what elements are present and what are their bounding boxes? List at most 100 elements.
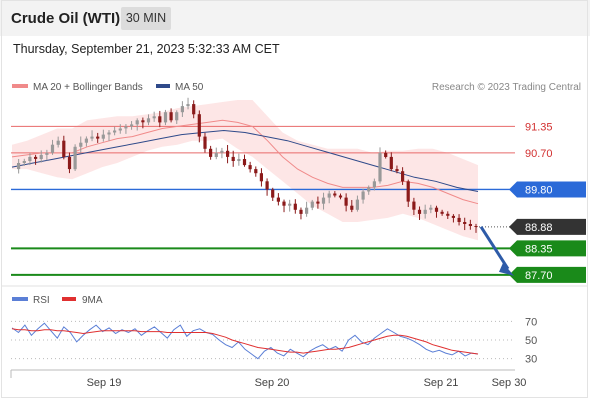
candle-body (84, 138, 88, 143)
candle-body (434, 207, 439, 212)
candle-body (463, 222, 467, 224)
last-price-tag (509, 218, 586, 235)
candle-body (259, 173, 263, 182)
candle-body (79, 142, 83, 147)
candle-body (17, 163, 21, 170)
candle-body (321, 197, 326, 204)
candle-body (355, 199, 359, 210)
candle-body (96, 136, 100, 139)
candle-body (305, 207, 309, 214)
last-price-label: 88.88 (525, 222, 553, 234)
resistance-label: 91.35 (525, 121, 553, 133)
candle-body (28, 156, 32, 161)
candle-body (113, 130, 117, 133)
candle-body (39, 154, 43, 159)
candle-body (288, 203, 292, 206)
support-tag (509, 240, 586, 257)
candle-body (186, 104, 190, 107)
candle-body (214, 152, 218, 157)
candle-body (90, 136, 94, 139)
candle-body (401, 171, 405, 182)
candle-body (451, 215, 455, 218)
candle-body (367, 187, 371, 192)
x-tick-label: Sep 20 (255, 377, 290, 389)
rsi-line (11, 322, 479, 360)
candle-body (344, 197, 348, 206)
candle-body (107, 132, 111, 135)
rsi-level-label: 70 (525, 316, 537, 328)
candle-body (242, 159, 247, 166)
candle-body (265, 181, 269, 190)
candle-body (163, 112, 168, 123)
candle-body (474, 226, 478, 227)
rsi-level-label: 30 (525, 354, 537, 366)
rsi-legend-swatch (12, 297, 28, 301)
candle-body (209, 148, 213, 157)
candle-body (395, 169, 399, 172)
ma20-legend-label: MA 20 + Bollinger Bands (33, 82, 143, 93)
support-label: 87.70 (525, 270, 553, 282)
resistance-label: 90.70 (525, 148, 553, 160)
candle-body (135, 120, 139, 125)
candle-body (327, 193, 331, 198)
candle-body (440, 211, 444, 214)
copyright-label: Research © 2023 Trading Central (432, 82, 581, 93)
candle-body (457, 217, 461, 222)
instrument-title: Crude Oil (WTI) (11, 10, 121, 27)
ma20-line (11, 119, 479, 205)
candle-body (282, 201, 286, 206)
candle-body (248, 165, 252, 170)
forecast-arrow (479, 226, 510, 270)
candle-body (276, 197, 280, 202)
candle-body (226, 150, 230, 157)
candle-body (316, 201, 320, 204)
rsi-ma-line (11, 328, 479, 355)
rsi-ma-legend-label: 9MA (82, 295, 103, 306)
candle-body (73, 146, 77, 170)
candle-body (254, 169, 258, 174)
candle-body (389, 156, 393, 170)
candle-body (299, 209, 303, 214)
x-tick-label: Sep 21 (424, 377, 459, 389)
x-tick-label: Sep 30 (492, 377, 527, 389)
candle-body (45, 152, 49, 155)
candle-body (197, 114, 201, 137)
candle-body (384, 152, 388, 157)
forecast-arrowhead (499, 262, 514, 276)
candle-body (220, 150, 224, 153)
candle-body (293, 203, 297, 210)
candle-body (231, 156, 235, 161)
ma50-line (11, 129, 479, 192)
candle-body (350, 205, 354, 210)
candle-body (237, 159, 241, 161)
ma50-legend-swatch (156, 84, 170, 88)
candle-body (152, 116, 156, 119)
chart-header: Crude Oil (WTI) 30 MIN (0, 0, 590, 36)
candle-body (124, 126, 128, 129)
candle-body (406, 181, 410, 202)
candle-body (417, 209, 422, 214)
candle-body (67, 156, 72, 170)
candle-body (158, 116, 162, 123)
bollinger-band (12, 100, 478, 241)
candle-body (203, 136, 207, 149)
support-tag (509, 266, 586, 283)
candle-body (56, 140, 60, 145)
candle-body (130, 124, 134, 127)
candle-body (141, 120, 145, 123)
candle-body (22, 161, 26, 163)
candle-body (378, 152, 382, 182)
candle-body (361, 191, 365, 200)
candle-body (118, 128, 122, 131)
candle-body (62, 140, 66, 157)
ma20-legend-swatch (12, 84, 28, 88)
candle-body (169, 112, 173, 121)
timeframe-button[interactable]: 30 MIN (121, 7, 171, 30)
ma50-legend-label: MA 50 (175, 82, 204, 93)
candle-body (175, 112, 179, 121)
candle-body (192, 104, 196, 115)
rsi-legend-label: RSI (33, 295, 50, 306)
candle-body (468, 224, 472, 226)
candle-body (101, 134, 105, 139)
